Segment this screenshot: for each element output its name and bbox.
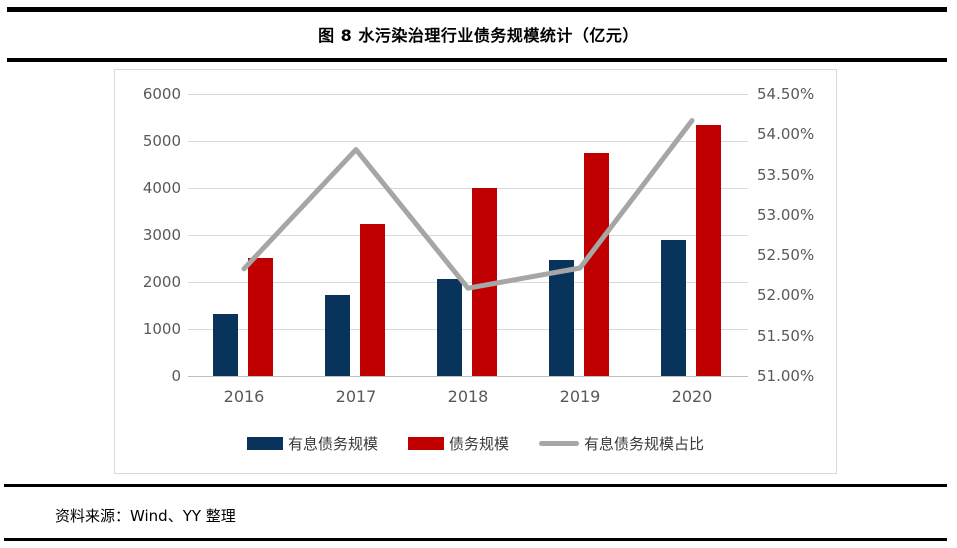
legend-item-interest_debt: 有息债务规模 (246, 433, 378, 454)
top-divider (7, 7, 947, 12)
left-axis-tick: 2000 (142, 273, 181, 291)
right-axis-tick: 52.50% (757, 246, 815, 265)
left-axis-tick: 0 (171, 367, 181, 385)
gridline (188, 329, 748, 330)
ratio-line-layer (241, 118, 695, 291)
legend-label: 债务规模 (448, 435, 509, 453)
right-axis-tick: 54.50% (757, 85, 815, 103)
right-axis-tick: 53.00% (757, 205, 815, 224)
chart-container: 6000 5000 4000 3000 2000 1000 0 54.50% 54.00% 53… (114, 69, 837, 474)
right-axis-tick: 51.00% (757, 367, 815, 385)
footer-divider-bottom (4, 538, 947, 541)
x-axis-label-2020: 2020 (671, 387, 713, 406)
legend: 有息债务规模 债务规模 有息债务规模占比 (115, 433, 836, 454)
legend-bar-swatch (246, 437, 283, 450)
gridline (188, 141, 748, 142)
bar-interest_debt-2020 (661, 240, 686, 376)
bar-interest_debt-2017 (325, 295, 350, 376)
gridline (188, 282, 748, 283)
x-axis-label-2019: 2019 (559, 387, 601, 406)
legend-bar-swatch (407, 437, 444, 450)
right-axis-tick: 53.50% (757, 165, 815, 184)
right-axis-tick: 52.00% (757, 286, 815, 305)
gridline (188, 235, 748, 236)
title-divider (7, 58, 947, 62)
legend-label: 有息债务规模 (287, 435, 378, 453)
left-axis-tick: 6000 (142, 85, 181, 103)
legend-label: 有息债务规模占比 (584, 435, 705, 453)
ratio-line (241, 118, 695, 291)
source-note: 资料来源：Wind、YY 整理 (55, 507, 236, 525)
x-axis-label-2018: 2018 (447, 387, 489, 406)
gridline (188, 188, 748, 189)
x-axis-baseline (188, 376, 748, 377)
bar-interest_debt-2019 (549, 260, 574, 376)
footer-divider-top (4, 484, 947, 487)
bar-total_debt-2019 (584, 153, 609, 376)
chart-title: 图 8 水污染治理行业债务规模统计（亿元） (318, 26, 639, 45)
gridline (188, 94, 748, 95)
bar-total_debt-2017 (360, 224, 385, 376)
legend-item-interest_debt_ratio: 有息债务规模占比 (539, 433, 704, 454)
left-axis-tick: 3000 (142, 226, 181, 244)
right-axis-tick: 54.00% (757, 125, 815, 144)
x-axis-label-2017: 2017 (335, 387, 377, 406)
bar-total_debt-2020 (696, 125, 721, 376)
legend-item-total_debt: 债务规模 (407, 433, 509, 454)
left-axis-tick: 4000 (142, 179, 181, 197)
bar-total_debt-2016 (248, 258, 273, 376)
x-axis-label-2016: 2016 (223, 387, 265, 406)
bar-interest_debt-2016 (213, 314, 238, 376)
left-axis-tick: 1000 (142, 320, 181, 338)
legend-line-swatch (539, 441, 579, 446)
bar-interest_debt-2018 (437, 279, 462, 376)
left-axis-tick: 5000 (142, 132, 181, 150)
right-axis-tick: 51.50% (757, 326, 815, 345)
